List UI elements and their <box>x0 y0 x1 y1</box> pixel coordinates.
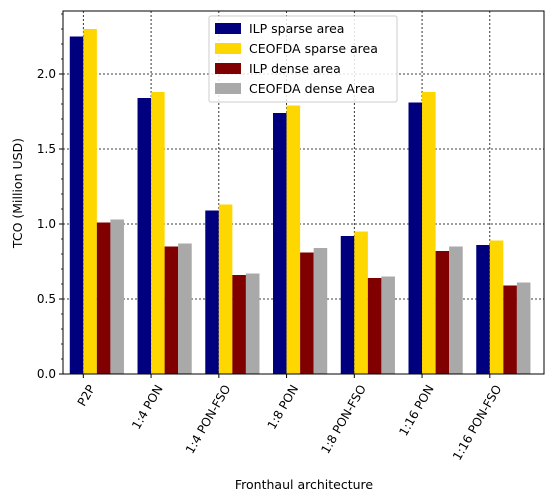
bar <box>354 231 368 374</box>
legend-swatch <box>215 63 241 74</box>
x-axis-label: Fronthaul architecture <box>235 477 374 492</box>
bar <box>205 210 219 374</box>
y-axis-label: TCO (Million USD) <box>10 138 25 249</box>
bar <box>245 273 260 374</box>
bar <box>178 243 192 374</box>
bar <box>137 98 152 374</box>
legend-box <box>208 15 398 103</box>
axes <box>62 10 545 375</box>
bar <box>435 251 450 374</box>
legend-swatch <box>215 23 241 34</box>
bar <box>218 204 233 374</box>
legend: ILP sparse area CEOFDA sparse area ILP den… <box>208 15 398 103</box>
y-tick-label: 0.5 <box>37 292 56 306</box>
plot-frame <box>62 10 545 375</box>
bar <box>96 222 111 374</box>
legend-label: ILP dense area <box>249 61 341 76</box>
bar <box>83 29 97 374</box>
bar <box>408 102 423 374</box>
bar <box>476 245 490 374</box>
legend-swatch <box>215 83 241 94</box>
legend-label: ILP sparse area <box>249 21 344 36</box>
bar <box>110 219 124 374</box>
bar <box>422 92 436 374</box>
bar <box>367 278 382 374</box>
y-tick-label: 1.0 <box>37 217 56 231</box>
legend-label: CEOFDA sparse area <box>249 41 378 56</box>
bar <box>503 285 517 374</box>
bar <box>164 246 179 374</box>
bar <box>340 236 355 374</box>
legend-label: CEOFDA dense Area <box>249 81 375 96</box>
bar <box>516 282 531 374</box>
bar <box>151 92 165 374</box>
y-tick-label: 1.5 <box>37 142 56 156</box>
y-tick-label: 0.0 <box>37 367 56 381</box>
bar <box>232 275 246 374</box>
bar <box>489 240 504 374</box>
bar <box>69 36 84 374</box>
bar <box>449 246 463 374</box>
bar <box>300 252 314 374</box>
bars <box>69 29 531 374</box>
bar <box>286 105 301 374</box>
bar <box>313 248 328 374</box>
bar <box>273 113 287 374</box>
bar <box>381 276 395 374</box>
y-tick-label: 2.0 <box>37 67 56 81</box>
legend-swatch <box>215 43 241 54</box>
